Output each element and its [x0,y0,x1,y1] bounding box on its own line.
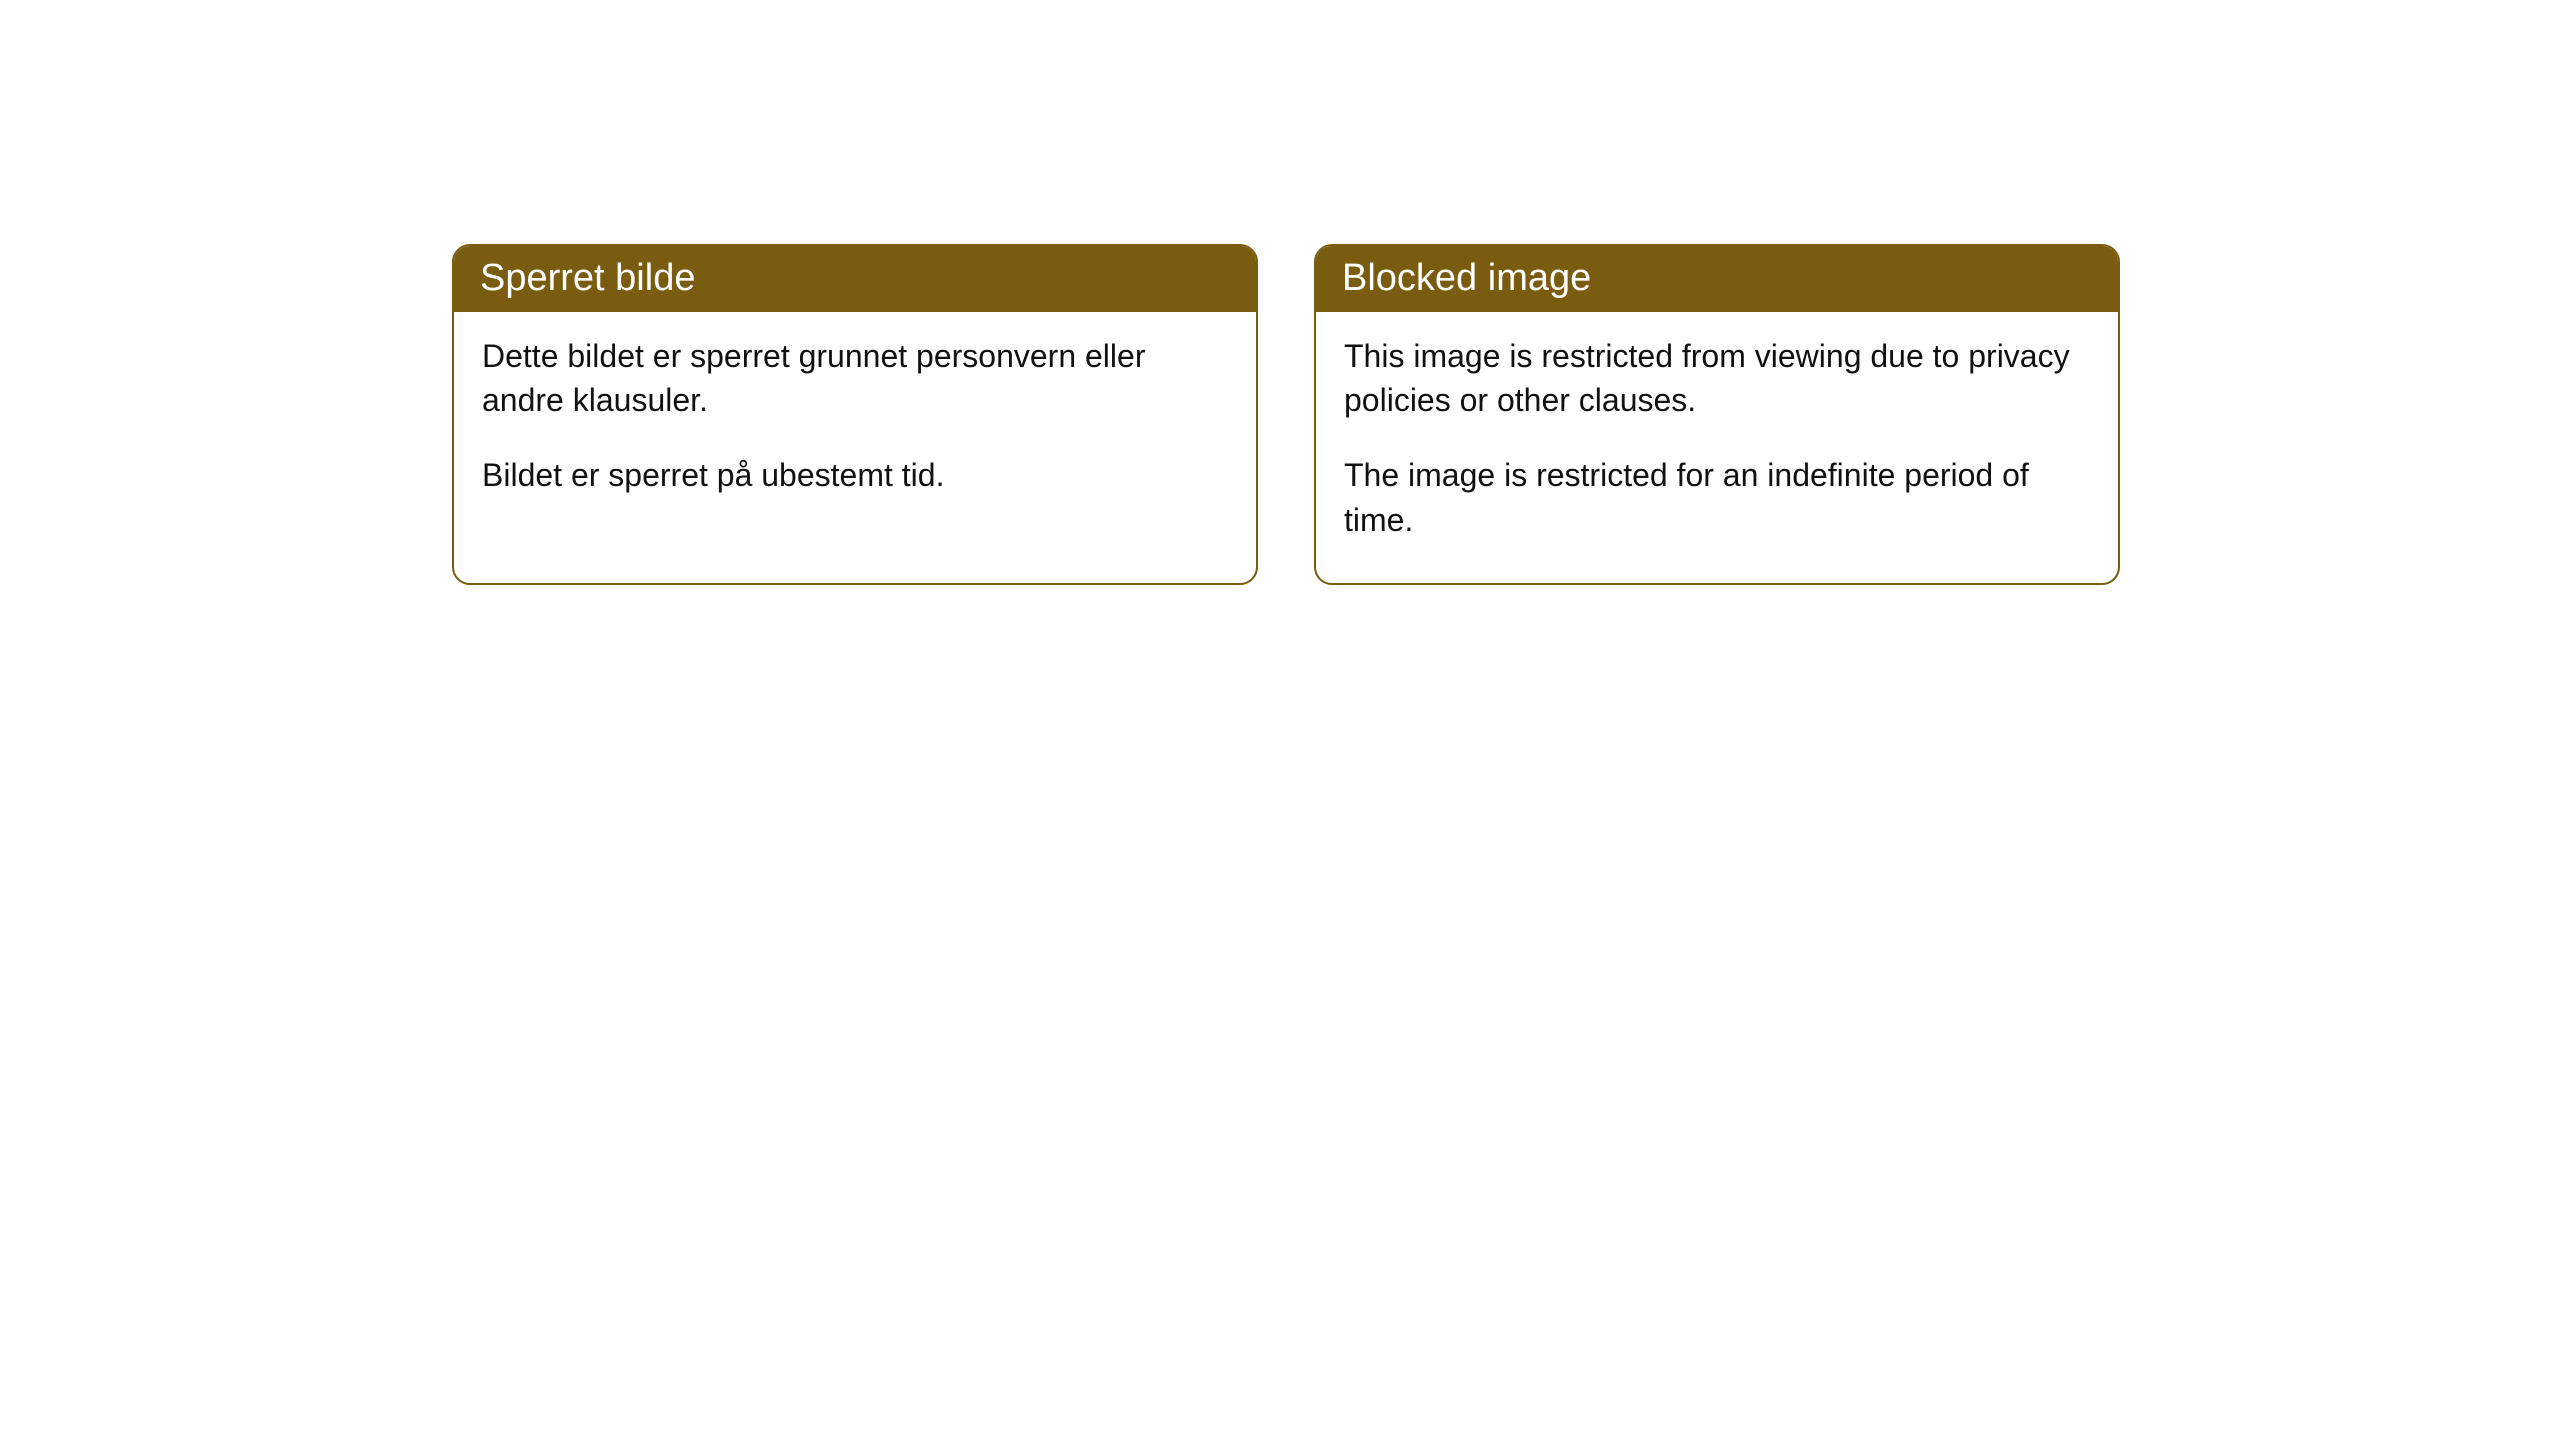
notice-header-english: Blocked image [1316,246,2118,312]
notice-container: Sperret bilde Dette bildet er sperret gr… [452,244,2120,585]
notice-card-norwegian: Sperret bilde Dette bildet er sperret gr… [452,244,1258,585]
notice-paragraph: The image is restricted for an indefinit… [1344,453,2090,543]
notice-body-norwegian: Dette bildet er sperret grunnet personve… [454,312,1256,538]
notice-paragraph: This image is restricted from viewing du… [1344,334,2090,424]
notice-body-english: This image is restricted from viewing du… [1316,312,2118,583]
notice-card-english: Blocked image This image is restricted f… [1314,244,2120,585]
notice-header-norwegian: Sperret bilde [454,246,1256,312]
notice-paragraph: Dette bildet er sperret grunnet personve… [482,334,1228,424]
notice-paragraph: Bildet er sperret på ubestemt tid. [482,453,1228,498]
